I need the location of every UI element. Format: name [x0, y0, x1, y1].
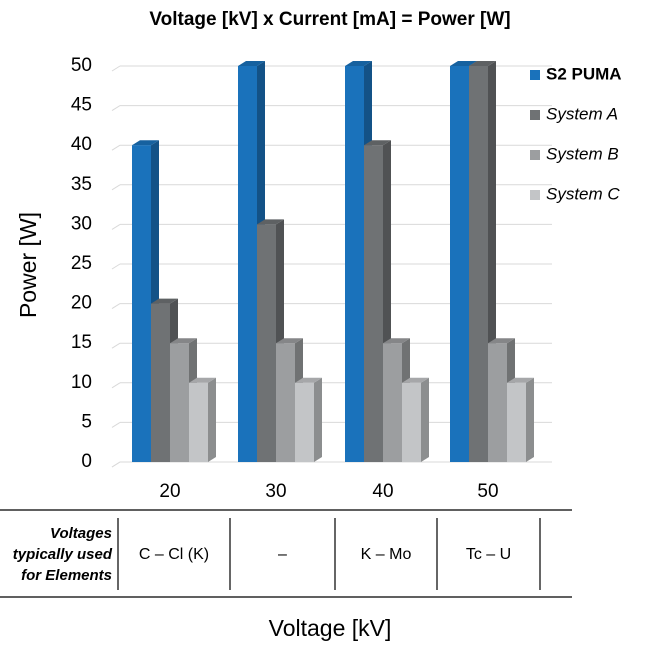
bar-front: [345, 66, 364, 462]
y-tick-label: 45: [71, 95, 92, 116]
bar: [295, 377, 322, 462]
bar-top: [151, 298, 178, 304]
x-tick-label: 40: [372, 481, 393, 502]
y-tick-label: 10: [71, 372, 92, 393]
bar-front: [132, 145, 151, 462]
bar-front: [469, 66, 488, 462]
bar-top: [189, 377, 216, 383]
x-tick-label: 30: [265, 481, 286, 502]
bar-top: [488, 338, 515, 344]
table-cell: C – Cl (K): [139, 546, 209, 563]
table-cell: –: [278, 546, 287, 563]
grid-line: [111, 263, 121, 270]
bar-top: [276, 338, 303, 344]
bar-side: [208, 377, 216, 462]
bar-top: [507, 377, 534, 383]
bar-top: [132, 140, 159, 146]
grid-line: [111, 303, 121, 310]
bar: [189, 377, 216, 462]
bar-top: [295, 377, 322, 383]
bar-front: [151, 303, 170, 462]
bar-front: [295, 382, 314, 462]
y-tick-label: 50: [71, 55, 92, 76]
x-axis-label: Voltage [kV]: [269, 615, 392, 641]
bar-front: [238, 66, 257, 462]
bar-side: [526, 377, 534, 462]
legend-swatch: [530, 70, 540, 80]
grid-line: [111, 144, 121, 151]
bar-front: [383, 343, 402, 462]
y-axis-label: Power [W]: [15, 212, 41, 318]
bar-front: [450, 66, 469, 462]
bar-top: [170, 338, 197, 344]
legend-swatch: [530, 190, 540, 200]
bar: [402, 377, 429, 462]
bar-top: [450, 61, 477, 66]
bar-top: [238, 61, 265, 66]
bar-front: [257, 224, 276, 462]
legend-label: System B: [546, 144, 619, 163]
bar-front: [364, 145, 383, 462]
bar-top: [257, 219, 284, 225]
bar-front: [488, 343, 507, 462]
y-tick-label: 40: [71, 134, 92, 155]
legend-swatch: [530, 110, 540, 120]
chart-title: Voltage [kV] x Current [mA] = Power [W]: [149, 9, 510, 30]
grid-line: [111, 65, 121, 72]
table-cell: Tc – U: [466, 546, 511, 563]
bar-top: [469, 61, 496, 66]
grid-line: [111, 105, 121, 112]
y-tick-label: 25: [71, 253, 92, 274]
grid-line: [111, 342, 121, 349]
y-tick-label: 35: [71, 174, 92, 195]
bar-front: [276, 343, 295, 462]
bar-front: [507, 382, 526, 462]
y-tick-label: 15: [71, 332, 92, 353]
grid-line: [111, 461, 121, 468]
legend-swatch: [530, 150, 540, 160]
grid-line: [111, 421, 121, 428]
table-header: typically used: [13, 546, 113, 563]
y-tick-label: 0: [81, 451, 92, 472]
x-tick-label: 50: [477, 481, 498, 502]
bar-top: [383, 338, 410, 344]
legend-label: System C: [546, 184, 620, 203]
bar-top: [345, 61, 372, 66]
grid-line: [111, 184, 121, 191]
table-header: for Elements: [21, 567, 112, 584]
bar-front: [402, 382, 421, 462]
legend-label: System A: [546, 104, 618, 123]
grid-line: [111, 382, 121, 389]
bar-top: [402, 377, 429, 383]
legend-label: S2 PUMA: [546, 64, 622, 83]
x-tick-label: 20: [159, 481, 180, 502]
bar-top: [364, 140, 391, 146]
y-tick-label: 20: [71, 293, 92, 314]
y-tick-label: 5: [81, 411, 92, 432]
bar: [507, 377, 534, 462]
bar-side: [314, 377, 322, 462]
y-tick-label: 30: [71, 213, 92, 234]
table-cell: K – Mo: [361, 546, 412, 563]
table-header: Voltages: [50, 525, 112, 542]
bar-front: [170, 343, 189, 462]
bar-front: [189, 382, 208, 462]
bar-side: [421, 377, 429, 462]
grid-line: [111, 223, 121, 230]
